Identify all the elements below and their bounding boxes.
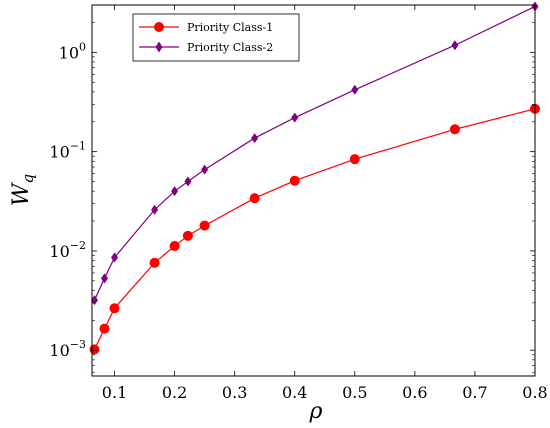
x-tick-label: 0.8 xyxy=(522,383,547,402)
axis-ticks xyxy=(92,4,536,376)
plot-marks xyxy=(89,1,540,355)
series-line-class-2 xyxy=(93,5,536,301)
y-tick-label: 10−1 xyxy=(49,140,86,162)
data-point-class-2 xyxy=(351,84,359,95)
y-axis-label: Wq xyxy=(9,174,37,206)
legend: Priority Class-1 Priority Class-2 xyxy=(132,13,300,62)
data-point-class-1 xyxy=(149,257,160,268)
y-tick-label: 10−3 xyxy=(49,338,86,360)
data-point-class-1 xyxy=(182,230,193,241)
data-point-class-2 xyxy=(184,176,192,187)
x-tick-label: 0.6 xyxy=(402,383,427,402)
data-point-class-2 xyxy=(151,204,159,215)
data-point-class-1 xyxy=(89,344,100,355)
data-point-class-2 xyxy=(100,273,108,284)
series-class-1 xyxy=(89,103,540,355)
x-tick-label: 0.5 xyxy=(342,383,367,402)
data-point-class-1 xyxy=(449,124,460,135)
data-point-class-1 xyxy=(169,241,180,252)
x-tick-labels: 0.1 0.2 0.3 0.4 0.5 0.6 0.7 0.8 xyxy=(102,383,548,402)
legend-label-class-2: Priority Class-2 xyxy=(187,41,273,54)
y-axis-label-subscript: q xyxy=(19,174,37,184)
y-tick-label: 10−2 xyxy=(49,239,86,261)
legend-marker-class-2 xyxy=(155,41,163,53)
x-axis-label: ρ xyxy=(309,399,323,424)
data-point-class-1 xyxy=(249,193,260,204)
series-class-2 xyxy=(91,1,539,306)
data-point-class-1 xyxy=(289,175,300,186)
y-tick-labels: 10−3 10−2 10−1 100 xyxy=(49,40,86,360)
plot-frame xyxy=(91,4,536,377)
x-tick-label: 0.1 xyxy=(102,383,127,402)
x-tick-label: 0.7 xyxy=(462,383,487,402)
data-point-class-2 xyxy=(171,186,179,197)
data-point-class-1 xyxy=(349,154,360,165)
x-tick-label: 0.4 xyxy=(282,383,307,402)
data-point-class-2 xyxy=(201,164,209,175)
legend-entry-class-1: Priority Class-1 xyxy=(139,21,273,34)
legend-entry-class-2: Priority Class-2 xyxy=(139,41,273,54)
legend-marker-class-1 xyxy=(154,22,164,32)
y-tick-label: 100 xyxy=(59,40,86,62)
series-line-class-1 xyxy=(93,108,536,350)
data-point-class-2 xyxy=(451,40,459,51)
data-point-class-2 xyxy=(251,133,259,144)
x-tick-label: 0.2 xyxy=(162,383,187,402)
data-point-class-2 xyxy=(291,112,299,123)
legend-box xyxy=(132,13,300,62)
data-point-class-1 xyxy=(199,220,210,231)
y-axis-label-main: W xyxy=(9,181,34,206)
data-point-class-1 xyxy=(109,303,120,314)
legend-label-class-1: Priority Class-1 xyxy=(187,21,273,34)
svg-text:Wq: Wq xyxy=(9,174,37,206)
data-point-class-1 xyxy=(99,323,110,334)
x-tick-label: 0.3 xyxy=(222,383,247,402)
data-point-class-2 xyxy=(111,252,119,263)
